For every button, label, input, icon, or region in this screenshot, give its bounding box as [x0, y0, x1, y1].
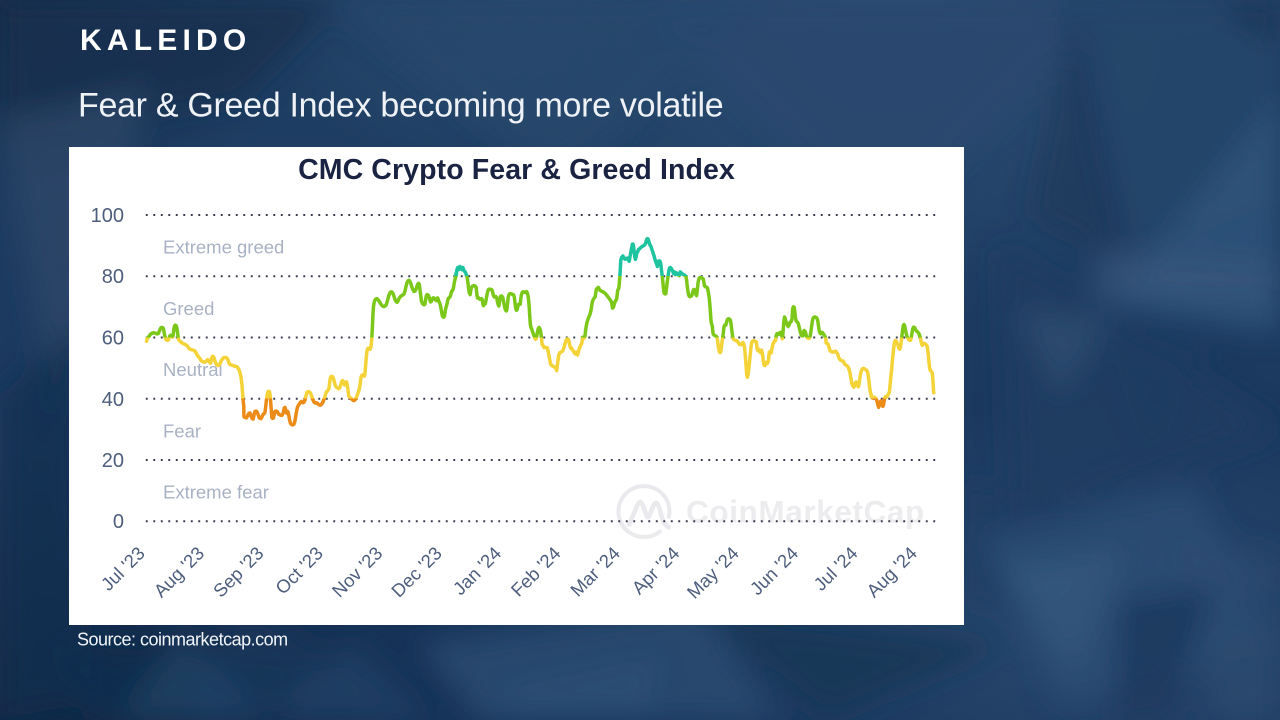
svg-text:Fear: Fear [163, 420, 201, 441]
svg-text:20: 20 [102, 450, 124, 472]
svg-text:Fear & Greed Index becoming mo: Fear & Greed Index becoming more volatil… [78, 87, 723, 125]
svg-text:Greed: Greed [163, 298, 214, 319]
svg-text:CoinMarketCap: CoinMarketCap [686, 494, 925, 530]
svg-text:Extreme greed: Extreme greed [163, 237, 284, 258]
svg-text:Extreme fear: Extreme fear [163, 482, 269, 503]
svg-text:40: 40 [102, 389, 124, 411]
svg-text:60: 60 [102, 328, 124, 350]
svg-text:100: 100 [91, 205, 124, 227]
svg-text:Neutral: Neutral [163, 359, 223, 380]
svg-text:80: 80 [102, 266, 124, 288]
svg-text:Source: coinmarketcap.com: Source: coinmarketcap.com [77, 630, 288, 650]
svg-text:0: 0 [113, 511, 124, 533]
svg-text:CMC Crypto Fear & Greed Index: CMC Crypto Fear & Greed Index [298, 154, 735, 186]
svg-text:KALEIDO: KALEIDO [80, 24, 251, 57]
